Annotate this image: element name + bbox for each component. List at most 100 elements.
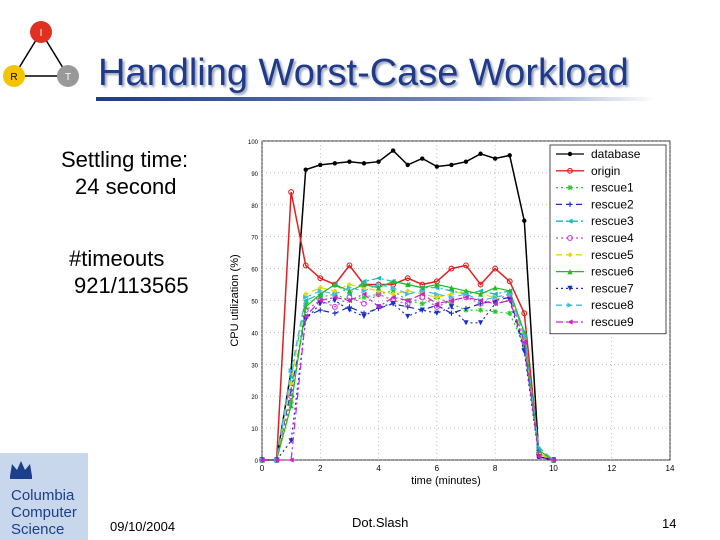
data-point [434,301,440,307]
data-point [477,320,484,326]
data-point [492,156,498,161]
data-point [273,457,280,463]
data-point [492,291,498,297]
note-line: 921/113565 [74,273,189,298]
legend-label: rescue7 [591,281,634,295]
settling-time-note: Settling time: 24 second [61,146,188,200]
data-point [375,281,382,288]
note-line: Settling time: [61,147,189,172]
data-point [405,162,410,168]
columbia-logo: Columbia Computer Science [0,453,88,540]
legend-box [549,144,667,335]
data-point [492,265,499,272]
data-point [288,189,295,195]
data-point [376,159,381,164]
data-point [346,297,353,304]
data-point [477,281,484,288]
legend-label: rescue4 [591,231,634,245]
series-rescue9 [259,291,557,463]
title-underline [96,97,656,101]
x-tick-label: 0 [260,464,265,473]
data-point [405,288,411,294]
data-point [375,285,382,291]
institution-name: Columbia Computer Science [11,487,77,538]
y-tick-label: 10 [251,427,258,433]
data-point [332,310,338,316]
data-point [259,457,265,463]
data-point [419,291,425,297]
legend-marker [567,269,573,275]
data-point [317,297,323,304]
y-tick-label: 70 [251,236,258,242]
legend-label: rescue8 [591,298,634,312]
data-point [434,281,440,288]
data-point [303,294,309,300]
data-point [390,294,396,300]
legend-marker [567,319,573,325]
data-point [361,288,367,294]
note-line: 24 second [75,174,177,199]
data-point [361,278,367,284]
data-point [288,403,294,409]
x-tick-label: 2 [318,464,323,473]
data-point [507,310,513,316]
data-point [303,313,309,320]
x-tick-label: 14 [666,464,675,473]
logo-node-right [57,65,79,87]
data-point [346,285,353,291]
data-point [448,285,455,291]
data-point [317,275,324,282]
y-tick-label: 90 [251,172,258,178]
slide-title: Handling Worst-Case Workload [98,52,629,94]
data-point [303,297,309,304]
y-tick-label: 100 [248,140,259,146]
institution-line: Computer [11,504,77,521]
x-tick-label: 12 [607,464,616,473]
legend-label: rescue6 [591,265,634,279]
data-point [463,320,469,326]
data-point [288,368,294,374]
data-point [346,262,353,269]
legend-label: database [591,147,641,161]
logo-node-top [30,21,52,43]
data-point [288,393,295,400]
crown-icon [10,461,32,479]
data-point [346,307,353,313]
data-point [303,167,308,172]
data-point [463,305,469,312]
y-tick-label: 50 [251,300,258,306]
data-point [419,301,425,307]
data-point [390,288,396,294]
series-line [262,191,554,461]
legend-marker [567,151,573,157]
y-tick-label: 40 [251,331,258,337]
data-point [492,285,498,291]
data-point [317,294,323,300]
legend-label: rescue2 [591,197,634,211]
data-point [507,153,512,158]
legend-marker [567,185,573,191]
footer-center: Dot.Slash [352,515,409,530]
data-point [434,310,440,316]
data-point [332,294,338,300]
data-point [448,291,455,297]
data-point [478,151,483,156]
x-axis-label: time (minutes) [411,475,481,487]
data-point [550,457,557,463]
data-point [405,313,411,320]
logo-letter-top: I [40,28,43,39]
legend-marker [567,167,573,174]
legend-marker [567,201,573,207]
data-point [463,294,469,300]
data-point [303,304,309,310]
data-point [448,310,455,316]
data-point [448,265,455,272]
data-point [303,301,309,307]
data-point [405,297,411,304]
data-point [448,304,455,310]
logo-letter-right: T [65,72,71,83]
data-point [404,275,411,282]
data-point [405,304,411,310]
data-point [346,288,353,294]
legend-label: rescue9 [591,315,634,329]
